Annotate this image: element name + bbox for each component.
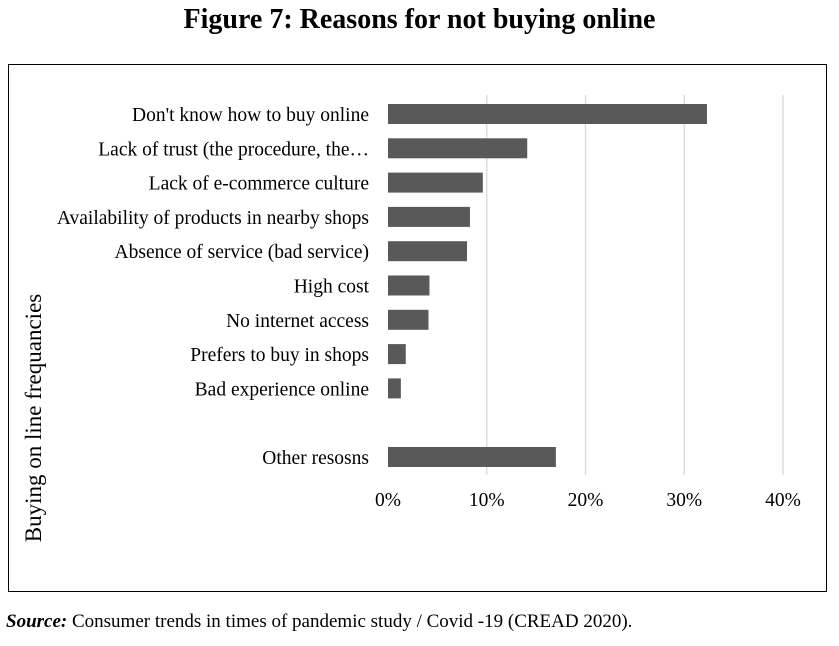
- bar: [388, 138, 528, 159]
- category-label: No internet access: [226, 311, 369, 332]
- bar: [388, 104, 707, 124]
- bar: [388, 241, 467, 262]
- x-tick-label: 0%: [375, 490, 401, 511]
- bar: [388, 309, 429, 330]
- x-tick-label: 40%: [765, 490, 801, 511]
- category-label: Lack of trust (the procedure, the…: [98, 139, 369, 160]
- category-label: Don't know how to buy online: [132, 105, 369, 126]
- bar: [388, 344, 406, 365]
- category-label: Prefers to buy in shops: [190, 345, 369, 366]
- source-line: Source: Consumer trends in times of pand…: [6, 610, 632, 634]
- x-tick-layer: 0% 10% 20% 30% 40%: [375, 490, 801, 511]
- category-label: High cost: [294, 277, 370, 298]
- bar-layer: [388, 104, 707, 467]
- bar: [388, 206, 470, 227]
- category-label: Bad experience online: [195, 379, 369, 400]
- bar: [388, 378, 401, 399]
- bar: [388, 275, 430, 296]
- bar: [388, 172, 483, 193]
- bar: [388, 447, 556, 467]
- chart-frame: [8, 64, 827, 592]
- x-tick-label: 30%: [666, 490, 702, 511]
- grid-layer: [486, 95, 784, 475]
- category-label-layer: Don't know how to buy online Lack of trus…: [57, 105, 370, 469]
- category-label: Availability of products in nearby shops: [57, 208, 369, 229]
- x-tick-label: 10%: [469, 490, 505, 511]
- category-label: Lack of e-commerce culture: [149, 174, 369, 195]
- category-label: Absence of service (bad service): [115, 242, 369, 263]
- category-label: Other resosns: [262, 448, 369, 469]
- figure-title: Figure 7: Reasons for not buying online: [183, 4, 656, 35]
- source-text: Consumer trends in times of pandemic stu…: [67, 611, 633, 632]
- x-tick-label: 20%: [568, 490, 604, 511]
- source-label: Source:: [6, 611, 68, 632]
